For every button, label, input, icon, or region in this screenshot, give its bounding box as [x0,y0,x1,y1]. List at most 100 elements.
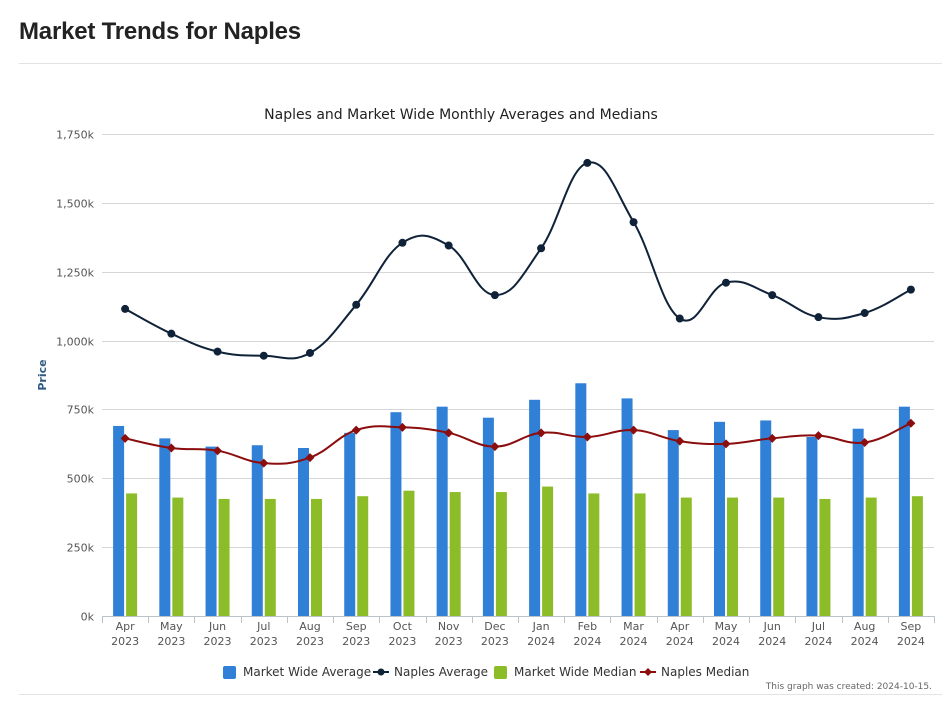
x-tick-year: 2024 [758,635,786,648]
point-naples-average [444,241,453,250]
point-naples-median [351,425,361,435]
x-tick-month: Sep [346,620,367,633]
x-tick-year: 2023 [481,635,509,648]
bar-market-wide-average [760,420,772,616]
bar-market-wide-average [159,438,171,616]
x-tick-month: Sep [901,620,922,633]
point-naples-median [536,428,546,438]
point-naples-average [768,291,777,300]
point-naples-average [259,351,268,360]
x-tick-year: 2023 [111,635,139,648]
y-tick-label: 1,250k [56,267,94,280]
bar-market-wide-median [588,493,600,616]
x-tick-month: Dec [484,620,505,633]
bar-market-wide-median [403,490,415,616]
x-tick-month: Jun [763,620,781,633]
legend-label-naples-average: Naples Average [394,665,488,679]
bar-market-wide-average [621,398,633,616]
bar-market-wide-median [311,498,322,616]
y-axis-label: Price [36,359,49,390]
x-tick-year: 2024 [666,635,694,648]
legend-label-market-wide-average: Market Wide Average [243,665,371,679]
x-tick-month: May [715,620,738,633]
point-naples-median [120,433,130,443]
bottom-divider [19,694,942,695]
bar-market-wide-median [449,492,461,616]
point-naples-average [352,300,361,309]
x-tick-month: Jan [532,620,550,633]
chart-title: Naples and Market Wide Monthly Averages … [264,107,658,123]
bars [113,383,923,616]
legend-swatch-market-wide-median [494,666,507,679]
point-naples-average [722,278,730,287]
legend-label-market-wide-median: Market Wide Median [514,665,636,679]
bar-market-wide-average [667,430,679,616]
bar-market-wide-average [714,421,725,616]
legend-swatch-market-wide-average [223,666,236,679]
point-naples-median [721,439,731,449]
point-naples-median [490,442,500,452]
bar-market-wide-average [113,425,125,616]
y-tick-label: 500k [67,473,95,486]
bar-market-wide-median [218,498,230,616]
point-naples-median [629,425,639,435]
bar-market-wide-median [172,497,184,616]
y-tick-label: 1,500k [56,198,94,211]
x-tick-month: Mar [623,620,644,633]
y-tick-label: 1,000k [56,336,94,349]
line-naples-average [124,161,912,360]
x-tick-year: 2023 [342,635,370,648]
x-tick-year: 2024 [620,635,648,648]
bar-market-wide-median [773,497,785,616]
point-naples-average [213,347,222,356]
bar-market-wide-median [542,486,554,616]
point-naples-average [537,244,546,253]
bar-market-wide-average [898,406,910,616]
bar-market-wide-median [264,498,276,616]
bar-market-wide-median [819,498,831,616]
point-naples-median [675,436,685,446]
bar-market-wide-average [298,447,309,616]
bar-market-wide-median [727,497,738,616]
created-note: This graph was created: 2024-10-15. [765,682,932,692]
bar-market-wide-median [495,492,507,616]
page-title: Market Trends for Naples [19,18,301,45]
x-tick-year: 2023 [296,635,324,648]
x-tick-year: 2024 [804,635,832,648]
bar-market-wide-average [852,428,864,616]
legend-marker-naples-average [377,668,385,676]
x-tick-month: Apr [116,620,136,633]
point-naples-median [860,437,870,447]
point-naples-average [583,158,592,167]
legend-marker-naples-median [644,668,652,676]
bar-market-wide-average [205,446,217,616]
x-tick-month: Aug [854,620,875,633]
bar-market-wide-average [251,445,263,616]
x-tick-month: Apr [670,620,690,633]
x-tick-month: Jul [256,620,270,633]
point-naples-median [582,432,592,442]
bar-market-wide-median [357,496,369,616]
x-tick-year: 2023 [250,635,278,648]
bar-market-wide-median [865,497,877,616]
x-tick-month: Jul [811,620,825,633]
x-tick-month: May [160,620,183,633]
line-series [120,158,916,468]
point-naples-median [259,458,269,468]
bar-market-wide-average [575,383,587,616]
bar-market-wide-median [634,493,646,616]
x-tick-year: 2024 [573,635,601,648]
legend-label-naples-median: Naples Median [661,665,749,679]
point-naples-average [306,348,314,357]
x-tick-month: Nov [438,620,460,633]
y-tick-label: 1,750k [56,129,94,142]
x-tick-year: 2024 [897,635,925,648]
x-tick-month: Feb [578,620,597,633]
x-axis: Apr 2023 May 2023 Jun 2023 Jul 2023 Aug 2023 Sep 20… [102,616,935,648]
point-naples-median [213,446,223,456]
point-naples-average [167,329,176,338]
bar-market-wide-median [911,496,923,616]
y-tick-label: 750k [67,404,95,417]
bar-market-wide-average [806,436,818,616]
